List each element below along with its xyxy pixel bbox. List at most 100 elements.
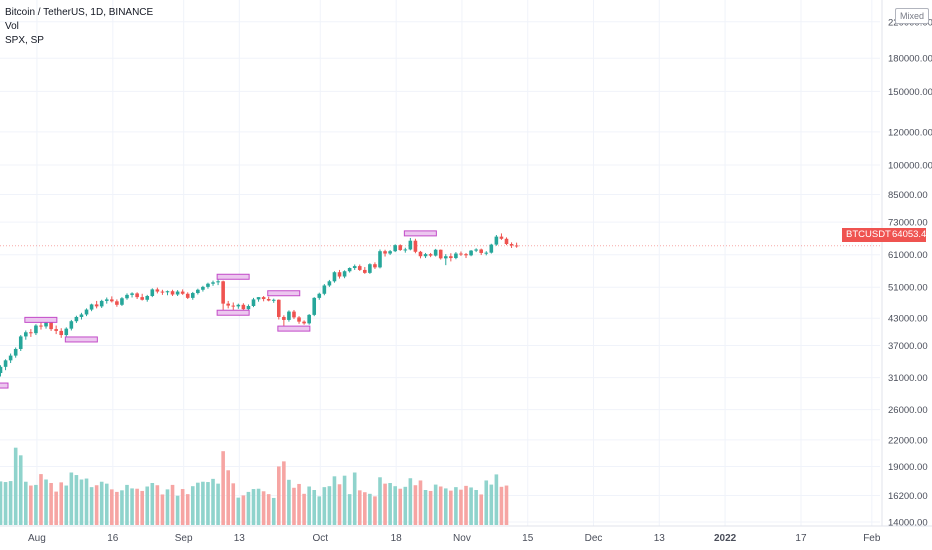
candle-body <box>332 272 337 282</box>
candle-body <box>13 348 18 356</box>
candle-body <box>130 293 134 295</box>
volume-bar <box>39 474 43 525</box>
x-tick-label: 13 <box>234 533 246 544</box>
y-tick-label: 37000.00 <box>888 341 928 352</box>
pattern-marker <box>24 316 58 323</box>
volume-bar <box>94 485 99 525</box>
volume-bar <box>49 483 53 525</box>
volume-bar <box>140 490 144 525</box>
candle-body <box>64 328 69 336</box>
candle-body <box>352 266 357 269</box>
candle-body <box>266 299 271 301</box>
volume-bar <box>504 485 509 525</box>
volume-bar <box>347 494 352 525</box>
volume-bar <box>216 483 220 525</box>
candle-body <box>393 245 397 252</box>
candle-body <box>327 281 332 286</box>
volume-bar <box>54 491 58 525</box>
candle-body <box>261 297 266 300</box>
candle-body <box>251 299 256 306</box>
volume-bar <box>201 481 205 525</box>
volume-bar <box>125 484 129 525</box>
candle-body <box>145 296 150 300</box>
candle-body <box>94 304 99 307</box>
pattern-marker <box>216 273 250 280</box>
volume-bar <box>378 477 382 525</box>
volume-bar <box>438 486 443 525</box>
volume-bar <box>145 486 150 525</box>
volume-bar <box>261 491 266 525</box>
candle-body <box>388 251 392 254</box>
y-tick-label: 19000.00 <box>888 462 928 473</box>
candle-body <box>413 240 418 252</box>
volume-bar <box>69 472 74 525</box>
candle-body <box>514 245 519 247</box>
volume-bar <box>499 486 504 525</box>
candle-body <box>180 291 185 294</box>
x-tick-label: Sep <box>175 533 193 544</box>
volume-bar <box>368 493 372 525</box>
volume-bar <box>393 486 397 525</box>
x-tick-label: Aug <box>28 533 46 544</box>
volume-bar <box>251 489 256 525</box>
legend-symbol[interactable]: Bitcoin / TetherUS, 1D, BINANCE <box>5 7 154 18</box>
candle-body <box>509 244 514 246</box>
legend-volume[interactable]: Vol <box>5 21 19 32</box>
volume-bar <box>155 485 160 525</box>
pattern-marker <box>216 309 250 316</box>
candle-body <box>39 325 43 327</box>
y-tick-label: 61000.00 <box>888 250 928 261</box>
volume-bar <box>307 486 311 525</box>
volume-bar <box>337 484 342 525</box>
pattern-marker <box>0 382 9 389</box>
candle-body <box>79 314 84 317</box>
candle-body <box>125 294 129 299</box>
candle-body <box>185 293 190 298</box>
volume-bar <box>403 486 408 525</box>
candle-body <box>155 289 160 292</box>
candle-body <box>231 305 236 307</box>
candle-body <box>454 253 458 259</box>
volume-bar <box>388 483 392 525</box>
candle-body <box>459 253 463 255</box>
volume-bar <box>29 485 33 525</box>
x-tick-label: 16 <box>107 533 119 544</box>
candle-body <box>277 299 281 317</box>
volume-bar <box>170 484 175 525</box>
volume-bar <box>357 490 362 525</box>
volume-bar <box>494 474 499 525</box>
candle-body <box>403 249 408 251</box>
candle-body <box>337 272 342 277</box>
legend-compare[interactable]: SPX, SP <box>5 35 44 46</box>
pattern-marker <box>403 230 437 237</box>
y-tick-label: 16200.00 <box>888 491 928 502</box>
candle-body <box>347 268 352 272</box>
candle-body <box>8 355 13 361</box>
candle-body <box>236 304 241 307</box>
volume-bar <box>130 488 134 525</box>
volume-bar <box>231 483 236 525</box>
candle-body <box>282 316 286 320</box>
volume-bar <box>332 476 337 525</box>
volume-bar <box>256 488 261 525</box>
volume-bar <box>110 489 114 525</box>
candle-body <box>18 336 23 349</box>
candle-body <box>307 314 311 324</box>
candle-body <box>246 305 251 310</box>
y-tick-label: 85000.00 <box>888 190 928 201</box>
candle-body <box>74 316 79 322</box>
candle-body <box>484 252 489 254</box>
volume-bar <box>135 488 139 525</box>
candle-body <box>494 236 499 245</box>
volume-bar <box>449 490 453 525</box>
scale-mode-button[interactable]: Mixed <box>895 8 929 24</box>
volume-bar <box>196 482 200 525</box>
candle-body <box>256 297 261 300</box>
candle-body <box>104 299 109 301</box>
volume-bar <box>398 488 403 525</box>
volume-bar <box>18 455 23 525</box>
volume-bar <box>59 482 64 525</box>
volume-bar <box>443 488 448 525</box>
candle-body <box>297 317 301 322</box>
